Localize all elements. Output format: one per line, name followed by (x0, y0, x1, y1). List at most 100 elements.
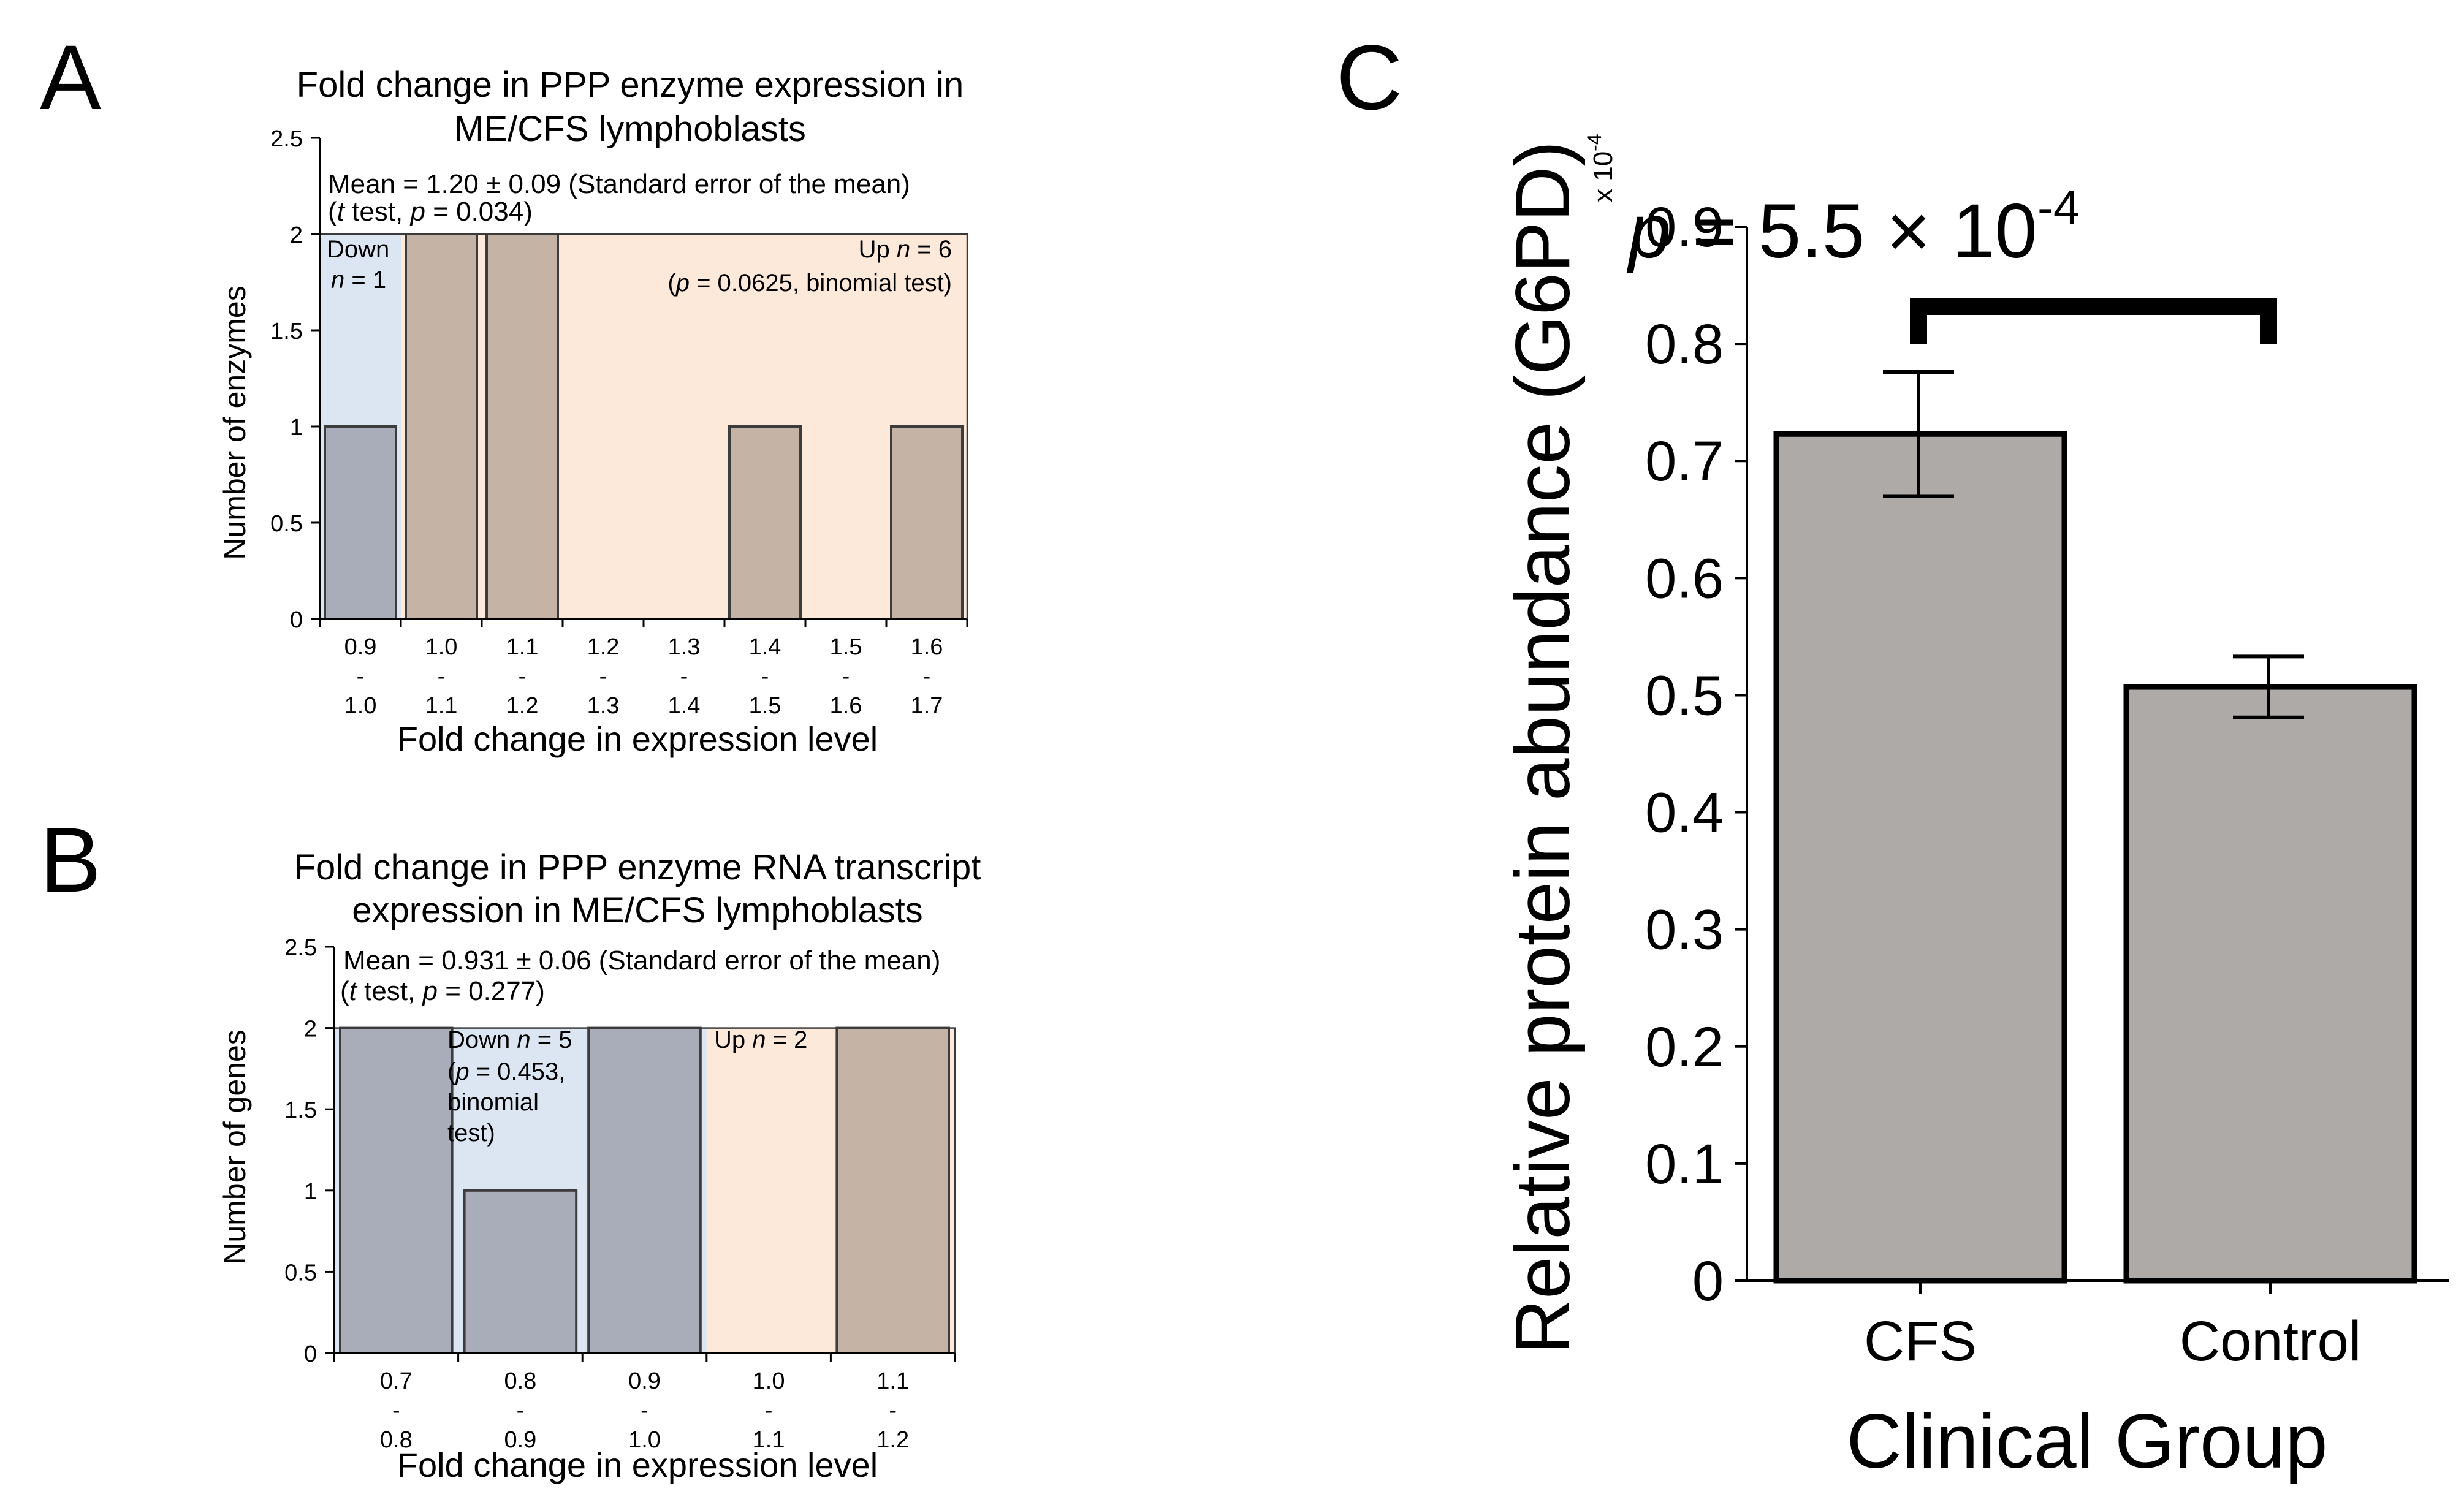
x-tick-label-high: 1.6 (830, 693, 862, 719)
x-tick-label-high: 1.0 (344, 693, 377, 719)
chart-title-line-2: ME/CFS lymphoblasts (454, 109, 806, 149)
bar-0.7-0.8 (339, 1026, 454, 1354)
y-tick-label: 0.9 (1645, 196, 1724, 259)
stats-mean: Mean = 1.20 ± 0.09 (Standard error of th… (328, 169, 910, 199)
x-tick-label-high: 0.8 (380, 1427, 413, 1453)
x-tick-label-high: 1.0 (628, 1427, 661, 1453)
bar-0.9-1.0 (324, 425, 397, 620)
bars (339, 1026, 951, 1355)
x-ticks: 0.7 - 0.8 0.8 - 0.9 0.9 - 1.0 1.0 - 1.1 1.1 - 1.2 (333, 1353, 956, 1453)
x-tick-label-sep: - (357, 664, 365, 689)
bars (324, 233, 964, 620)
x-tick-label-sep: - (599, 664, 607, 689)
x-tick-label: Control (2180, 1310, 2362, 1373)
x-axis-label: Fold change in expression level (397, 719, 878, 758)
y-tick-label: 1.5 (284, 1097, 317, 1123)
bar-1.4-1.5 (728, 425, 802, 620)
stats-ttest: (t test, p = 0.277) (340, 976, 545, 1006)
error-bars (1883, 370, 2304, 719)
y-tick-label: 2 (304, 1017, 317, 1042)
bar-1.6-1.7 (890, 425, 964, 620)
bar-cfs (1773, 431, 2067, 1284)
y-tick-label: 1 (290, 415, 303, 441)
x-tick-label-low: 1.1 (876, 1368, 909, 1394)
significance-pvalue: p = 5.5 × 10-4 (1626, 180, 2080, 274)
y-tick-label: 0 (290, 607, 303, 633)
y-ticks: 0 0.1 0.2 0.3 0.4 0.5 0.6 0.7 0.8 0.9 (1645, 196, 1747, 1313)
x-tick-label-low: 1.0 (753, 1368, 785, 1394)
bar-0.9-1.0 (587, 1026, 702, 1354)
y-tick-label: 2.5 (284, 935, 317, 961)
y-ticks: 0 0.5 1 1.5 2 2.5 (284, 935, 334, 1367)
y-tick-label: 1.5 (270, 319, 303, 344)
x-tick-label-low: 1.5 (830, 634, 862, 660)
x-tick-label-high: 0.9 (504, 1427, 536, 1453)
x-tick-label-low: 1.6 (911, 634, 943, 660)
y-axis-label: Number of genes (218, 1029, 252, 1265)
x-tick-label-low: 1.1 (506, 634, 539, 660)
x-tick-label-low: 1.0 (425, 634, 458, 660)
down-binomial-test: (p = 0.453, (447, 1058, 565, 1085)
panel-c-chart: 00.10.20.30.40.50.60.70.80.9 CFS Control … (1500, 134, 2449, 1484)
x-tick-label-high: 1.7 (911, 693, 943, 719)
panel-a-chart: 0 0.5 1 1.5 2 2.5 0.9 - 1.0 1.0 - 1.1 1.1 - 1.2 1.2 - 1.… (218, 65, 968, 758)
y-tick-label: 0.3 (1645, 899, 1724, 961)
down-label-n: n = 1 (331, 267, 386, 294)
x-tick-label-high: 1.3 (587, 693, 620, 719)
bars (1773, 431, 2417, 1284)
x-tick-label-low: 1.3 (668, 634, 701, 660)
bar-1.1-1.2 (835, 1026, 951, 1354)
x-tick-label-sep: - (889, 1398, 897, 1423)
x-tick-label-sep: - (517, 1398, 525, 1423)
up-label-n: Up n = 6 (859, 236, 952, 263)
x-tick-label-sep: - (438, 664, 446, 689)
x-tick-label-low: 0.9 (628, 1368, 661, 1394)
panel-b-chart: 0 0.5 1 1.5 2 2.5 0.7 - 0.8 0.8 - 0.9 0.9 - 1.0 1.0 - 1.… (218, 847, 981, 1484)
bar-1.1-1.2 (485, 233, 559, 620)
up-binomial-test: (p = 0.0625, binomial test) (667, 270, 952, 297)
x-tick-label-low: 1.4 (749, 634, 781, 660)
x-tick-label-sep: - (392, 1398, 400, 1423)
y-tick-label: 0.4 (1645, 782, 1724, 844)
y-tick-label: 2.5 (270, 126, 303, 152)
bar-control (2123, 684, 2417, 1284)
x-tick-label-low: 1.2 (587, 634, 620, 660)
y-tick-label: 0.5 (1645, 664, 1724, 727)
x-tick-label-high: 1.1 (425, 693, 458, 719)
y-ticks: 0 0.5 1 1.5 2 2.5 (270, 126, 320, 633)
x-ticks: 0.9 - 1.0 1.0 - 1.1 1.1 - 1.2 1.2 - 1.3 1.3 - 1.4 1.4 - 1… (319, 619, 968, 719)
x-tick-label-high: 1.1 (753, 1427, 785, 1453)
x-tick-label-sep: - (641, 1398, 648, 1423)
y-tick-label: 0.5 (270, 511, 303, 537)
y-tick-label: 0.2 (1645, 1016, 1724, 1079)
x-axis-label: Clinical Group (1846, 1399, 2327, 1484)
y-tick-label: 0.8 (1645, 313, 1724, 376)
y-tick-label: 2 (290, 222, 303, 248)
significance-bracket (1910, 298, 2277, 344)
y-axis-label: Relative protein abundance (G6PD) (1500, 141, 1586, 1354)
panel-label-a: A (40, 26, 101, 129)
bar-1.0-1.1 (405, 233, 478, 620)
y-tick-label: 0 (304, 1341, 317, 1367)
x-tick-label-high: 1.5 (749, 693, 781, 719)
x-tick-label-sep: - (842, 664, 850, 689)
y-tick-label: 0 (1692, 1250, 1724, 1313)
panel-label-c: C (1336, 26, 1402, 129)
chart-title-line-1: Fold change in PPP enzyme expression in (297, 65, 964, 105)
down-label-word: Down (327, 236, 389, 263)
y-tick-label: 0.5 (284, 1260, 317, 1286)
stats-mean: Mean = 0.931 ± 0.06 (Standard error of t… (343, 946, 940, 976)
x-tick-label-low: 0.9 (344, 634, 377, 660)
chart-title-line-2: expression in ME/CFS lymphoblasts (352, 890, 923, 930)
x-tick-label: CFS (1864, 1310, 1977, 1373)
x-tick-label-high: 1.2 (506, 693, 539, 719)
x-tick-label-high: 1.2 (876, 1427, 909, 1453)
x-tick-label-low: 0.7 (380, 1368, 413, 1394)
up-label-n: Up n = 2 (714, 1026, 807, 1053)
y-axis-scale: x 10-4 (1583, 134, 1618, 202)
x-tick-label-sep: - (923, 664, 931, 689)
x-tick-label-sep: - (680, 664, 688, 689)
y-tick-label: 0.1 (1645, 1133, 1724, 1196)
x-axis-label: Fold change in expression level (397, 1446, 878, 1484)
